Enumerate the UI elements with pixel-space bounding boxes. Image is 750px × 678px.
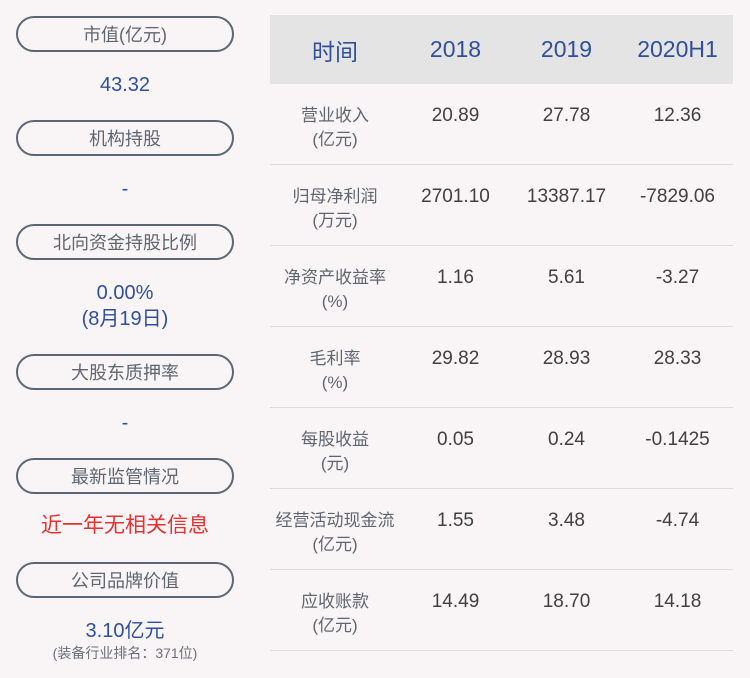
cell-2020h1: -7829.06	[639, 186, 715, 207]
metric-name: 归母净利润	[292, 187, 378, 206]
cell-2018: 0.05	[437, 429, 474, 450]
metric-unit: (%)	[321, 373, 349, 392]
table-row-net-profit: 归母净利润 (万元) 2701.10 13387.17 -7829.06	[270, 165, 733, 246]
label-text: 市值(亿元)	[83, 25, 167, 45]
row-label: 营业收入 (亿元)	[270, 104, 400, 164]
table-row-operating-cashflow: 经营活动现金流 (亿元) 1.55 3.48 -4.74	[270, 489, 733, 570]
cell-2019: 18.70	[542, 591, 591, 612]
table-row-eps: 每股收益 (元) 0.05 0.24 -0.1425	[270, 408, 733, 489]
cell-2020h1: 12.36	[653, 105, 702, 126]
cell-2020h1: -0.1425	[645, 429, 710, 450]
value-pledge-ratio: -	[121, 412, 129, 434]
value-brand-rank: (装备行业排名：371位)	[52, 645, 198, 661]
label-text: 大股东质押率	[71, 363, 179, 383]
metric-name: 毛利率	[309, 349, 361, 368]
table-row-receivables: 应收账款 (亿元) 14.49 18.70 14.18	[270, 570, 733, 651]
header-2019: 2019	[540, 36, 593, 62]
label-institutional-holdings: 机构持股	[16, 120, 234, 156]
row-label: 毛利率 (%)	[270, 347, 400, 407]
metric-unit: (%)	[321, 292, 349, 311]
metric-unit: (元)	[320, 454, 350, 473]
header-period: 时间	[312, 38, 358, 65]
table-row-roe: 净资产收益率 (%) 1.16 5.61 -3.27	[270, 246, 733, 327]
metric-unit: (亿元)	[312, 616, 358, 635]
row-label: 应收账款 (亿元)	[270, 590, 400, 650]
label-text: 机构持股	[89, 129, 161, 149]
cell-2018: 2701.10	[421, 186, 490, 207]
cell-2018: 29.82	[431, 348, 480, 369]
table-row-gross-margin: 毛利率 (%) 29.82 28.93 28.33	[270, 327, 733, 408]
metric-name: 净资产收益率	[284, 268, 386, 287]
cell-2018: 20.89	[431, 105, 480, 126]
table-row-revenue: 营业收入 (亿元) 20.89 27.78 12.36	[270, 84, 733, 165]
label-brand-value: 公司品牌价值	[16, 562, 234, 598]
label-pledge-ratio: 大股东质押率	[16, 354, 234, 390]
cell-2019: 0.24	[548, 429, 585, 450]
metric-name: 每股收益	[301, 430, 369, 449]
row-label: 每股收益 (元)	[270, 428, 400, 488]
metric-name: 营业收入	[301, 106, 369, 125]
cell-2020h1: 28.33	[653, 348, 702, 369]
metric-name: 应收账款	[301, 592, 369, 611]
value-market-cap: 43.32	[99, 74, 151, 96]
value-brand-value: 3.10亿元	[85, 620, 165, 642]
label-northbound-ratio: 北向资金持股比例	[16, 224, 234, 260]
label-text: 北向资金持股比例	[53, 233, 197, 253]
metric-unit: (亿元)	[312, 130, 358, 149]
cell-2020h1: -4.74	[655, 510, 700, 531]
cell-2020h1: -3.27	[655, 267, 700, 288]
value-institutional-holdings: -	[121, 178, 129, 200]
header-2020h1: 2020H1	[637, 36, 718, 62]
header-2018: 2018	[429, 36, 482, 62]
cell-2019: 5.61	[548, 267, 585, 288]
cell-2019: 28.93	[542, 348, 591, 369]
row-label: 归母净利润 (万元)	[270, 185, 400, 245]
cell-2019: 13387.17	[526, 186, 607, 207]
cell-2018: 1.16	[437, 267, 474, 288]
cell-2018: 1.55	[437, 510, 474, 531]
cell-2019: 27.78	[542, 105, 591, 126]
value-regulatory-status: 近一年无相关信息	[41, 514, 209, 537]
label-regulatory-status: 最新监管情况	[16, 458, 234, 494]
label-text: 公司品牌价值	[71, 571, 179, 591]
cell-2018: 14.49	[431, 591, 480, 612]
cell-2020h1: 14.18	[653, 591, 702, 612]
row-label: 经营活动现金流 (亿元)	[270, 509, 400, 569]
value-northbound-ratio: 0.00%	[96, 282, 154, 304]
label-market-cap: 市值(亿元)	[16, 16, 234, 52]
value-northbound-date: (8月19日)	[81, 308, 169, 330]
metric-unit: (万元)	[312, 211, 358, 230]
label-text: 最新监管情况	[71, 467, 179, 487]
financial-table: 时间 2018 2019 2020H1 营业收入 (亿元) 20.89 27.78…	[270, 15, 733, 651]
row-label: 净资产收益率 (%)	[270, 266, 400, 326]
table-header: 时间 2018 2019 2020H1	[270, 15, 733, 84]
metric-name: 经营活动现金流	[275, 511, 395, 530]
metric-unit: (亿元)	[312, 535, 358, 554]
stock-summary-panel: 市值(亿元) 43.32 机构持股 - 北向资金持股比例 0.00% (8月19…	[0, 0, 250, 678]
cell-2019: 3.48	[548, 510, 585, 531]
